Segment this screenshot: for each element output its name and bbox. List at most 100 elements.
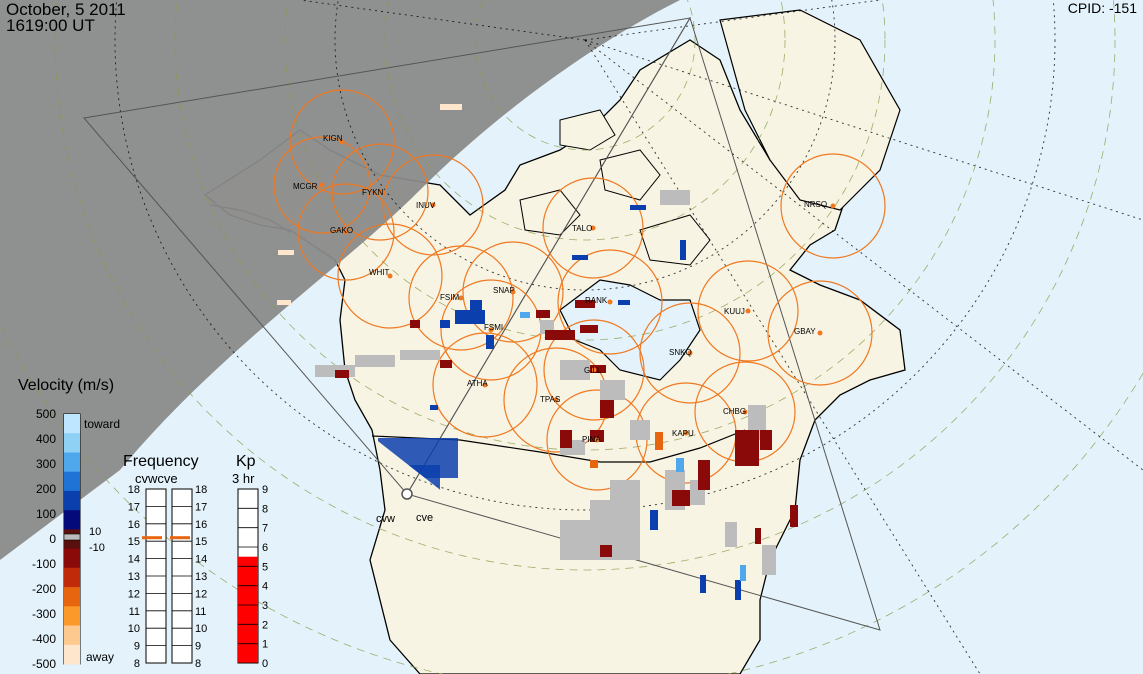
map-date: October, 5 2011 — [6, 0, 126, 19]
frequency-marker-cve — [170, 536, 190, 540]
echo-mark — [440, 104, 462, 110]
velocity-tick-label: -200 — [32, 582, 56, 596]
velocity-tick-label: -300 — [32, 607, 56, 621]
station-label: GILL — [584, 366, 602, 375]
frequency-tick-label-left: 12 — [128, 588, 140, 600]
kp-gridlines — [238, 488, 258, 664]
velocity-color-cell — [64, 625, 80, 646]
station-label: KIGN — [323, 134, 343, 143]
velocity-color-cell — [64, 510, 80, 530]
velocity-tick-label: 500 — [36, 407, 56, 421]
echo-mark — [278, 250, 294, 255]
station-label: WHIT — [369, 268, 390, 277]
velocity-tick-label: 100 — [36, 507, 56, 521]
kp-tick-label: 6 — [262, 542, 268, 554]
station-label: INUV — [416, 201, 436, 210]
velocity-color-cell — [64, 452, 80, 473]
velocity-color-cell — [64, 548, 80, 569]
station-label: NRSQ — [804, 200, 827, 209]
geographic-grid — [114, 0, 1143, 674]
station-label: CHBG — [723, 407, 746, 416]
map-time: 1619:00 UT — [6, 16, 95, 35]
station-label: FYKN — [362, 188, 384, 197]
velocity-color-cell — [64, 587, 80, 607]
station-label: SNAP — [493, 286, 515, 295]
frequency-tick-label-left: 17 — [128, 501, 140, 513]
frequency-tick-label-right: 10 — [195, 623, 207, 635]
kp-tick-label: 5 — [262, 561, 268, 573]
station-label: FSIM — [440, 293, 459, 302]
station-label: PINA — [582, 435, 601, 444]
kp-tick-labels: 9 8 7 6 5 4 3 2 1 0 — [262, 484, 268, 670]
velocity-color-cell — [64, 414, 80, 434]
frequency-tick-label-left: 9 — [134, 641, 140, 653]
station-label: TPAS — [540, 395, 560, 404]
frequency-tick-label-left: 16 — [128, 519, 140, 531]
kp-tick-label: 8 — [262, 503, 268, 515]
frequency-tick-label-right: 18 — [195, 484, 207, 496]
kp-tick-label: 2 — [262, 619, 268, 631]
kp-tick-label: 0 — [262, 658, 268, 670]
frequency-tick-label-right: 8 — [195, 658, 201, 670]
velocity-tick-label: 200 — [36, 482, 56, 496]
kp-tick-label: 4 — [262, 581, 268, 593]
station-label: RANK — [585, 296, 608, 305]
velocity-away-label: away — [86, 650, 114, 664]
kp-tick-label: 9 — [262, 484, 268, 496]
radar-site-marker — [401, 488, 413, 500]
night-region — [0, 0, 680, 560]
frequency-marker-cvw — [142, 536, 162, 540]
echo-mark — [277, 300, 291, 305]
frequency-tick-label-left: 11 — [129, 606, 140, 618]
frequency-tick-label-right: 11 — [195, 606, 206, 618]
radar-label-cve: cve — [416, 512, 433, 524]
velocity-tick-label: -400 — [32, 632, 56, 646]
velocity-tick-label: 400 — [36, 432, 56, 446]
ground-scatter-neg-label: -10 — [89, 542, 105, 554]
station-label: GBAY — [794, 327, 816, 336]
station-label: SNKQ — [669, 348, 692, 357]
country-border — [371, 429, 746, 463]
velocity-color-cell — [64, 471, 80, 492]
frequency-tick-label-left: 13 — [128, 571, 140, 583]
station-label: KUUJ — [724, 307, 745, 316]
kp-tick-label: 1 — [262, 639, 268, 651]
station-label: KAPU — [672, 429, 694, 438]
velocity-toward-label: toward — [84, 417, 120, 431]
velocity-color-cell — [64, 490, 80, 511]
velocity-color-cell — [64, 567, 80, 588]
station-label: GAKO — [330, 226, 353, 235]
frequency-title: Frequency — [123, 453, 199, 470]
arctic-island-3 — [559, 109, 616, 151]
frequency-gridlines — [146, 488, 192, 664]
velocity-color-cells — [63, 414, 81, 665]
frequency-tick-label-right: 14 — [195, 554, 207, 566]
frequency-tick-label-left: 10 — [128, 623, 140, 635]
velocity-tick-labels: 500 400 300 200 100 0 -100 -200 -300 -400 -500 — [32, 407, 56, 671]
station-label: FSMI — [484, 323, 503, 332]
frequency-subtitle: cvwcve — [135, 471, 178, 486]
frequency-tick-label-right: 13 — [195, 571, 207, 583]
kp-tick-label: 7 — [262, 523, 268, 535]
frequency-tick-label-right: 12 — [195, 588, 207, 600]
ground-scatter-pos-label: 10 — [89, 526, 101, 538]
station-labels: KIGN MCGR FYKN INUV GAKO WHIT FSIM SNAP … — [293, 134, 827, 444]
velocity-color-cell — [64, 433, 80, 453]
frequency-tick-label-left: 18 — [128, 484, 140, 496]
arctic-island-1 — [519, 189, 581, 236]
station-label: MCGR — [293, 182, 318, 191]
kp-subtitle: 3 hr — [232, 471, 255, 486]
cpid-label: CPID: -151 — [1067, 0, 1137, 16]
velocity-tick-label: 0 — [49, 532, 56, 546]
station-label: TALO — [572, 224, 592, 233]
frequency-tick-label-left: 15 — [128, 536, 140, 548]
frequency-tick-label-right: 9 — [195, 641, 201, 653]
kp-title: Kp — [236, 453, 256, 470]
velocity-legend: 500 400 300 200 100 0 -100 -200 -300 -400 -500 tow… — [32, 407, 120, 671]
arctic-island-4 — [639, 214, 711, 266]
velocity-color-cell — [64, 606, 80, 626]
kp-bar-fill — [238, 556, 258, 663]
